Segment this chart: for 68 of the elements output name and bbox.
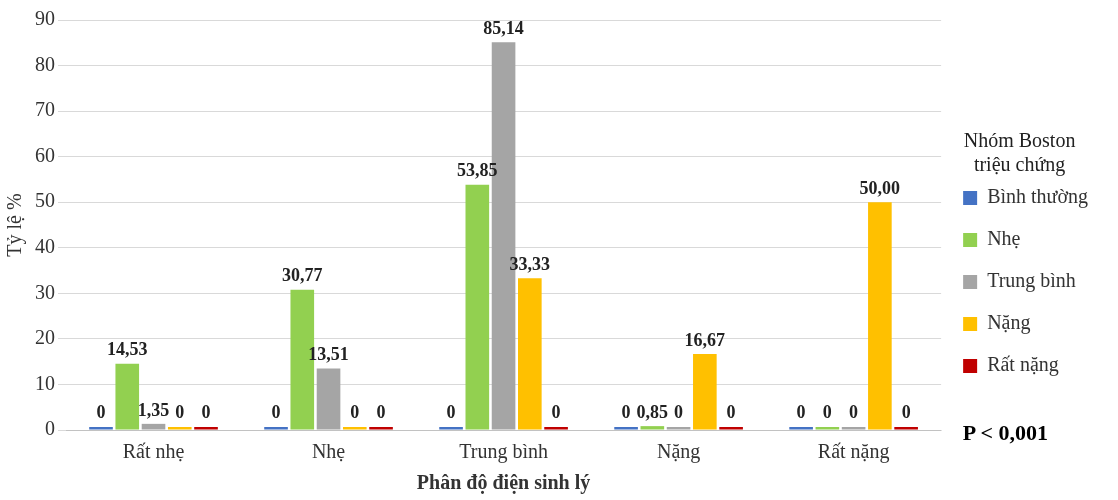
- bar: [719, 427, 743, 430]
- y-tick-label: 20: [35, 326, 55, 349]
- x-tick-label: Trung bình: [459, 440, 548, 464]
- x-axis-title: Phân độ điện sinh lý: [416, 471, 591, 495]
- bar: [342, 427, 367, 430]
- legend-label: Nặng: [987, 311, 1031, 335]
- legend-label: Rất nặng: [987, 353, 1059, 377]
- bar: [614, 427, 638, 430]
- bar: [89, 427, 113, 430]
- data-label: 53,85: [457, 160, 498, 181]
- bar: [439, 427, 463, 430]
- bar: [518, 278, 542, 430]
- data-label: 0: [376, 402, 386, 423]
- bar: [815, 427, 840, 430]
- data-label: 0: [271, 402, 281, 423]
- bar: [693, 354, 717, 430]
- y-axis-title: Tỷ lệ %: [3, 193, 27, 257]
- y-tick-label: 50: [35, 189, 55, 212]
- y-tick-label: 40: [35, 235, 55, 258]
- data-label: 0: [726, 402, 736, 423]
- data-label: 0: [350, 402, 360, 423]
- legend-label: Bình thường: [987, 185, 1089, 209]
- data-label: 14,53: [107, 339, 148, 360]
- data-label: 85,14: [483, 17, 524, 38]
- y-tick-label: 80: [35, 52, 55, 75]
- data-label: 0: [446, 402, 456, 423]
- data-label: 50,00: [859, 177, 901, 198]
- data-label: 0: [551, 402, 561, 423]
- data-label: 0,85: [636, 401, 669, 422]
- x-tick-label: Rất nặng: [817, 440, 890, 464]
- data-label: 0: [849, 402, 859, 423]
- data-label: 16,67: [684, 329, 726, 350]
- y-tick-label: 10: [35, 371, 55, 394]
- x-tick-label: Rất nhẹ: [122, 440, 185, 463]
- data-label: 0: [796, 402, 806, 423]
- bar: [789, 427, 813, 430]
- y-tick-label: 60: [35, 143, 55, 166]
- data-label: 0: [822, 402, 832, 423]
- y-tick-label: 70: [35, 98, 55, 121]
- bar: [316, 368, 341, 430]
- text: P < 0,001: [962, 420, 1048, 446]
- legend-title: Nhóm Boston triệu chứng: [963, 129, 1076, 177]
- y-tick-label: 30: [35, 280, 55, 303]
- data-label: 0: [201, 402, 211, 423]
- legend-label: Trung bình: [987, 269, 1076, 293]
- bar: [194, 427, 218, 430]
- bar: [141, 423, 166, 430]
- bar: [115, 363, 140, 430]
- bar: [369, 427, 393, 430]
- data-label: 30,77: [282, 265, 323, 286]
- y-tick-label: 90: [35, 7, 55, 30]
- data-label: 33,33: [509, 253, 551, 274]
- bar: [894, 427, 918, 430]
- data-label: 0: [175, 402, 185, 423]
- data-label: 0: [621, 402, 631, 423]
- x-tick-label: Nhẹ: [311, 440, 346, 463]
- bar: [465, 184, 490, 430]
- bar: [264, 427, 288, 430]
- data-label: 1,35: [137, 399, 170, 420]
- y-tick-label: 0: [45, 417, 55, 440]
- data-label: 0: [96, 402, 106, 423]
- data-label: 0: [901, 402, 911, 423]
- legend-label: Nhẹ: [987, 227, 1021, 250]
- bar: [868, 202, 892, 430]
- bar: [544, 427, 568, 430]
- bar: [167, 427, 192, 430]
- x-tick-label: Nặng: [656, 440, 701, 464]
- data-label: 0: [674, 402, 684, 423]
